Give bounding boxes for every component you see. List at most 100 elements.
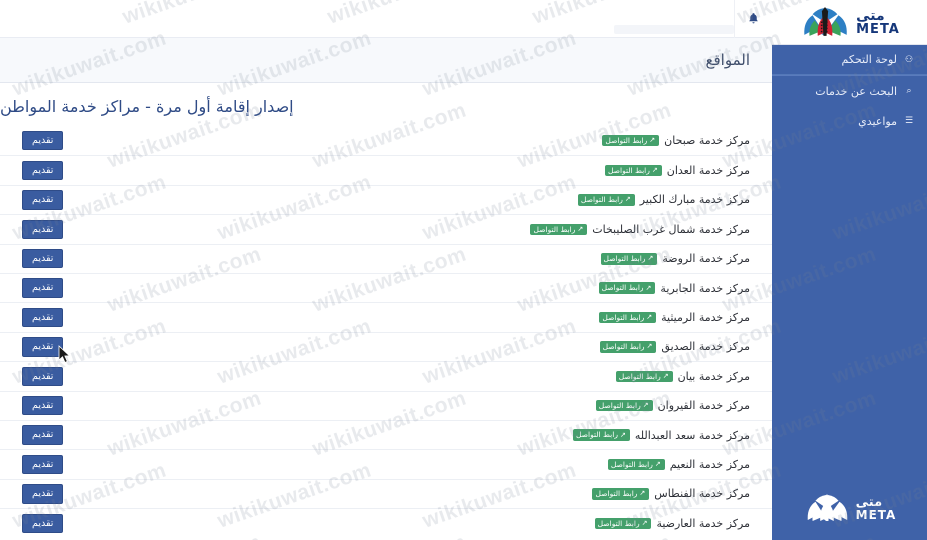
location-label-group: مركز خدمة بيان ↗ رابط التواصل (615, 370, 750, 383)
contact-link-badge-label: رابط التواصل (607, 165, 650, 175)
location-name: مركز خدمة الرميثية (661, 311, 750, 325)
external-link-icon: ↗ (651, 166, 658, 175)
location-label-group: مركز خدمة الفنطاس ↗ رابط التواصل (592, 487, 750, 500)
main-content: إصدار إقامة أول مرة - مراكز خدمة المواطن… (0, 83, 772, 540)
external-link-icon: ↗ (645, 283, 652, 292)
sidebar-item-2[interactable]: ⌕ البحث عن خدمات (772, 76, 927, 106)
submit-button[interactable]: تقديم (22, 249, 64, 269)
submit-button[interactable]: تقديم (22, 337, 64, 357)
top-bar (0, 0, 772, 38)
external-link-icon: ↗ (646, 313, 653, 322)
page-title: إصدار إقامة أول مرة - مراكز خدمة المواطن (0, 97, 294, 116)
notification-bell-icon (749, 13, 758, 24)
contact-link-badge[interactable]: ↗ رابط التواصل (577, 194, 635, 206)
location-name: مركز خدمة الصديق (661, 340, 750, 354)
notification-bell-button[interactable] (734, 0, 772, 38)
external-link-icon: ↗ (647, 254, 654, 263)
location-name: مركز خدمة النعيم (669, 457, 750, 471)
submit-button[interactable]: تقديم (22, 484, 64, 504)
external-link-icon: ↗ (641, 518, 648, 527)
submit-button[interactable]: تقديم (22, 160, 64, 181)
location-name: مركز خدمة القيروان (657, 399, 750, 413)
location-label-group: مركز خدمة شمال غرب الصليبخات ↗ رابط التواص… (530, 223, 750, 236)
location-row: مركز خدمة الفنطاس ↗ رابط التواصل تقديم (0, 478, 772, 508)
contact-link-badge[interactable]: ↗ رابط التواصل (602, 134, 660, 147)
location-row: مركز خدمة مبارك الكبير ↗ رابط التواصل تقديم (0, 184, 772, 214)
submit-button[interactable]: تقديم (22, 190, 64, 210)
footer-logo-arabic-text: متى (855, 494, 883, 510)
sidebar-spacer (772, 136, 927, 480)
sidebar-nav: ⚇ لوحة التحكم ⌕ البحث عن خدمات ☰ مواعيدي (772, 45, 927, 136)
submit-button[interactable]: تقديم (22, 307, 64, 328)
location-row: مركز خدمة النعيم ↗ رابط التواصل تقديم (0, 449, 772, 478)
contact-link-badge[interactable]: ↗ رابط التواصل (592, 488, 650, 500)
location-label-group: مركز خدمة العدان ↗ رابط التواصل (604, 164, 750, 178)
contact-link-badge[interactable]: ↗ رابط التواصل (607, 458, 665, 471)
logo-wordmark: متى META (856, 9, 900, 36)
external-link-icon: ↗ (649, 136, 656, 145)
location-label-group: مركز خدمة العارضية ↗ رابط التواصل (594, 517, 750, 530)
contact-link-badge-label: رابط التواصل (595, 489, 638, 499)
location-row: مركز خدمة الرميثية ↗ رابط التواصل تقديم (0, 302, 772, 331)
submit-button[interactable]: تقديم (22, 396, 64, 416)
sidebar-item-label: مواعيدي (858, 114, 897, 128)
location-name: مركز خدمة صبحان (664, 134, 750, 148)
location-name: مركز خدمة مبارك الكبير (639, 193, 750, 207)
contact-link-badge-label: رابط التواصل (598, 400, 641, 410)
external-link-icon: ↗ (619, 430, 626, 439)
footer-logo-english-text: META (855, 507, 897, 522)
contact-link-badge[interactable]: ↗ رابط التواصل (595, 399, 653, 412)
contact-link-badge[interactable]: ↗ رابط التواصل (599, 311, 657, 324)
location-label-group: مركز خدمة النعيم ↗ رابط التواصل (607, 457, 750, 471)
sidebar-footer-logo: متى META (772, 480, 927, 540)
contact-link-badge[interactable]: ↗ رابط التواصل (604, 164, 662, 177)
contact-link-badge-label: رابط التواصل (602, 342, 645, 352)
contact-link-badge-label: رابط التواصل (618, 371, 661, 381)
contact-link-badge[interactable]: ↗ رابط التواصل (530, 223, 588, 236)
dashboard-icon: ⚇ (904, 54, 914, 65)
topbar-placeholder-bar (614, 25, 734, 34)
contact-link-badge[interactable]: ↗ رابط التواصل (573, 429, 630, 441)
location-row: مركز خدمة القيروان ↗ رابط التواصل تقديم (0, 390, 772, 420)
contact-link-badge-label: رابط التواصل (610, 459, 653, 469)
contact-link-badge-label: رابط التواصل (597, 518, 640, 528)
submit-button[interactable]: تقديم (22, 131, 64, 151)
contact-link-badge[interactable]: ↗ رابط التواصل (600, 253, 658, 265)
sidebar-logo[interactable]: متى META (772, 0, 927, 45)
contact-link-badge[interactable]: ↗ رابط التواصل (594, 517, 652, 530)
location-name: مركز خدمة سعد العبدالله (634, 428, 750, 442)
external-link-icon: ↗ (654, 459, 661, 468)
sidebar-item-1[interactable]: ⚇ لوحة التحكم (772, 45, 927, 75)
meta-fan-logo-white-icon (807, 494, 847, 521)
list-icon: ☰ (904, 116, 914, 126)
location-row: مركز خدمة شمال غرب الصليبخات ↗ رابط التواص… (0, 214, 772, 243)
external-link-icon: ↗ (577, 224, 584, 233)
logo-english-text: META (856, 21, 900, 37)
logo-arabic-text: متى (856, 7, 885, 24)
location-row: مركز خدمة سعد العبدالله ↗ رابط التواصل تقدي… (0, 419, 772, 449)
location-row: مركز خدمة الروضة ↗ رابط التواصل تقديم (0, 243, 772, 273)
contact-link-badge[interactable]: ↗ رابط التواصل (599, 341, 657, 353)
contact-link-badge[interactable]: ↗ رابط التواصل (615, 370, 673, 383)
sidebar-item-label: لوحة التحكم (841, 53, 897, 66)
location-row: مركز خدمة بيان ↗ رابط التواصل تقديم (0, 361, 772, 390)
meta-fan-logo-icon (804, 7, 847, 36)
submit-button[interactable]: تقديم (22, 513, 64, 533)
submit-button[interactable]: تقديم (22, 454, 64, 475)
submit-button[interactable]: تقديم (22, 219, 64, 240)
contact-link-badge-label: رابط التواصل (580, 195, 623, 205)
sidebar-divider (772, 75, 927, 76)
contact-link-badge-label: رابط التواصل (533, 224, 576, 234)
contact-link-badge[interactable]: ↗ رابط التواصل (598, 282, 656, 294)
sidebar-item-3[interactable]: ☰ مواعيدي (772, 106, 927, 136)
contact-link-badge-label: رابط التواصل (576, 430, 618, 440)
submit-button[interactable]: تقديم (22, 278, 64, 298)
submit-button[interactable]: تقديم (22, 425, 64, 445)
submit-button[interactable]: تقديم (22, 366, 64, 387)
contact-link-badge-label: رابط التواصل (601, 283, 644, 293)
location-label-group: مركز خدمة الروضة ↗ رابط التواصل (600, 252, 750, 266)
external-link-icon: ↗ (639, 489, 646, 498)
location-name: مركز خدمة الروضة (662, 252, 750, 266)
location-name: مركز خدمة العدان (666, 164, 750, 178)
